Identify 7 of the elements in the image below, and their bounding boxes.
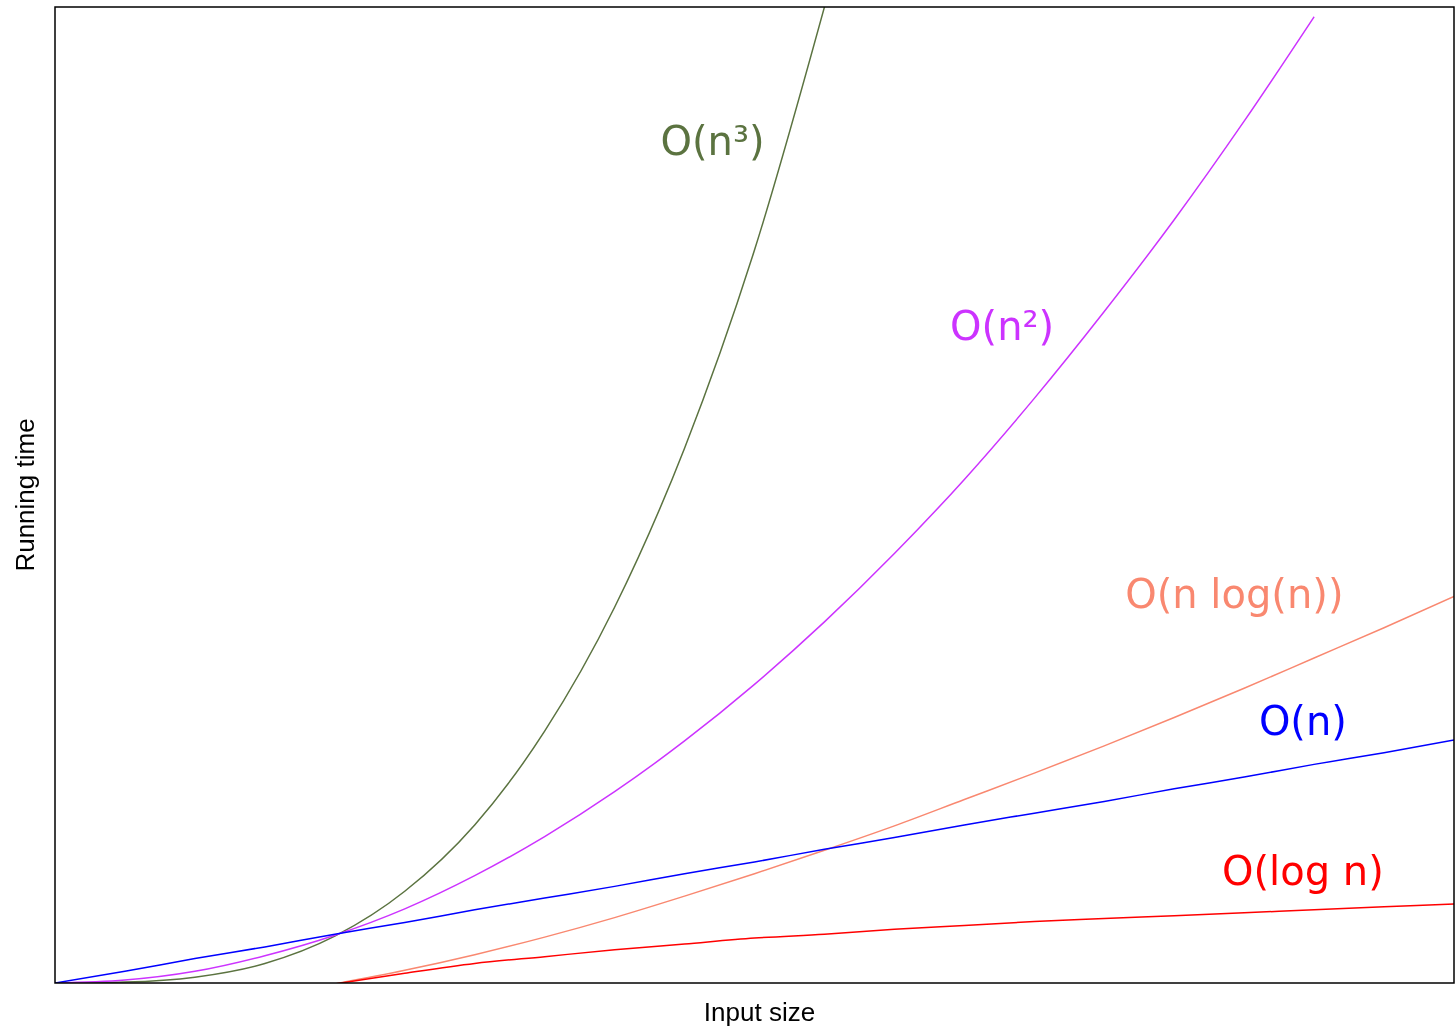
series-label: O(n): [1258, 698, 1347, 745]
series-label: O(n log(n)): [1125, 571, 1344, 618]
x-axis-title: Input size: [703, 997, 816, 1027]
series-label: O(n³): [660, 117, 765, 164]
series-label: O(n²): [950, 303, 1055, 350]
y-axis-title: Running time: [10, 418, 40, 572]
series-label: O(log n): [1222, 847, 1384, 894]
